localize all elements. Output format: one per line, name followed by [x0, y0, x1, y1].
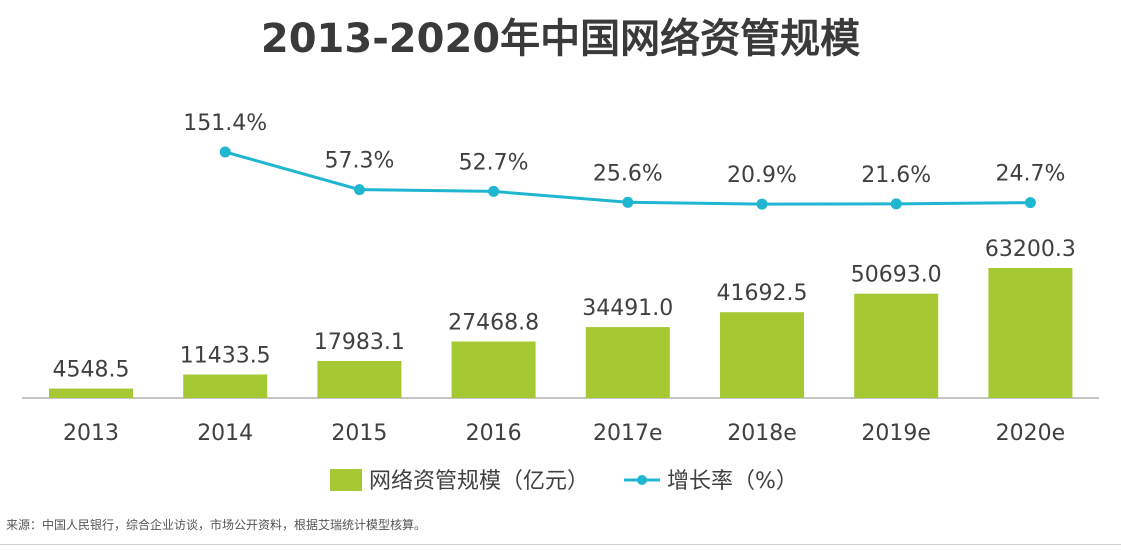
- bar-value-label-2019e: 50693.0: [851, 263, 942, 288]
- bar-value-labels: 4548.5 11433.5 17983.1 27468.8 34491.0 41692.…: [53, 237, 1076, 383]
- growth-label-2018e: 20.9%: [727, 163, 797, 188]
- growth-point-2018e: [756, 198, 768, 210]
- growth-label-2016: 52.7%: [459, 150, 529, 175]
- growth-point-2017e: [622, 196, 634, 208]
- x-tick-label-2020e: 2020e: [996, 421, 1066, 446]
- bar-2017e: [585, 327, 670, 398]
- growth-label-2019e: 21.6%: [861, 163, 931, 188]
- bar-2014: [183, 374, 268, 398]
- growth-point-2020e: [1024, 197, 1036, 209]
- legend-line-dot: [637, 475, 647, 485]
- x-tick-label-2014: 2014: [197, 421, 253, 446]
- bar-2016: [451, 341, 536, 398]
- legend-bar-label: 网络资管规模（亿元）: [369, 469, 589, 494]
- bar-value-label-2017e: 34491.0: [582, 296, 673, 321]
- x-tick-label-2015: 2015: [331, 421, 387, 446]
- growth-point-2014: [219, 146, 231, 158]
- legend: 网络资管规模（亿元） 增长率（%）: [330, 469, 798, 494]
- chart-title: 2013-2020年中国网络资管规模: [260, 16, 861, 62]
- bar-2020e: [988, 268, 1073, 398]
- growth-point-2016: [488, 185, 500, 197]
- growth-point-2019e: [890, 198, 902, 210]
- bar-value-label-2020e: 63200.3: [985, 237, 1076, 262]
- bar-2019e: [854, 293, 939, 398]
- bar-value-label-2016: 27468.8: [448, 311, 539, 336]
- x-tick-label-2019e: 2019e: [861, 421, 931, 446]
- bar-2013: [49, 388, 133, 398]
- x-tick-label-2013: 2013: [63, 421, 119, 446]
- bar-2018e: [720, 312, 804, 398]
- growth-rate-points: [219, 146, 1036, 210]
- source-note: 来源：中国人民银行，综合企业访谈，市场公开资料，根据艾瑞统计模型核算。: [6, 518, 427, 532]
- x-axis-tick-labels: 2013 2014 2015 2016 2017e 2018e 2019e 2020e: [63, 421, 1065, 446]
- bar-value-label-2014: 11433.5: [180, 344, 271, 369]
- growth-point-2015: [353, 184, 365, 196]
- bar-value-label-2013: 4548.5: [53, 358, 130, 383]
- growth-label-2015: 57.3%: [324, 149, 394, 174]
- footer-divider: [0, 544, 1121, 545]
- bar-2015: [317, 361, 402, 398]
- growth-label-2020e: 24.7%: [995, 162, 1065, 187]
- x-tick-label-2018e: 2018e: [727, 421, 797, 446]
- legend-bar-swatch: [330, 469, 362, 491]
- bar-series: [49, 268, 1073, 398]
- x-tick-label-2016: 2016: [466, 421, 522, 446]
- bar-value-label-2015: 17983.1: [314, 330, 405, 355]
- growth-label-2017e: 25.6%: [593, 161, 663, 186]
- growth-rate-labels: 151.4% 57.3% 52.7% 25.6% 20.9% 21.6% 24.7%: [183, 111, 1065, 188]
- legend-line-label: 增长率（%）: [667, 469, 798, 494]
- bar-value-label-2018e: 41692.5: [717, 281, 808, 306]
- x-tick-label-2017e: 2017e: [593, 421, 663, 446]
- growth-label-2014: 151.4%: [183, 111, 267, 136]
